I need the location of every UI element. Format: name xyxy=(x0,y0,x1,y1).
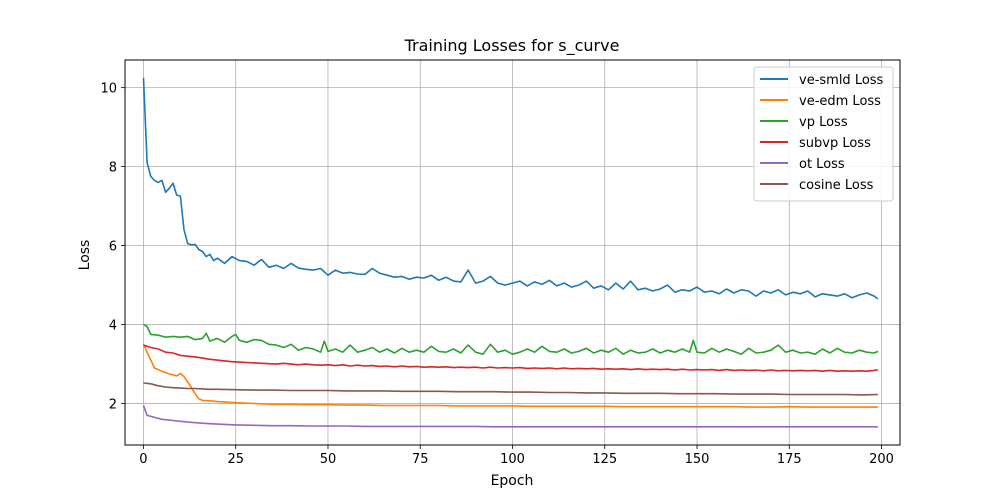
legend: ve-smld Loss ve-edm Loss vp Loss subvp Loss… xyxy=(753,66,894,202)
y-tick-label: 6 xyxy=(109,240,117,255)
legend-entry: vp Loss xyxy=(799,115,848,130)
x-tick-label: 125 xyxy=(592,452,617,467)
x-tick-label: 100 xyxy=(500,452,525,467)
x-tick-label: 0 xyxy=(139,452,147,467)
series-line-cosine-loss xyxy=(143,382,878,396)
x-axis-label: Epoch xyxy=(491,473,534,489)
x-tick-label: 50 xyxy=(320,452,337,467)
series-line-subvp-loss xyxy=(143,344,879,373)
x-tick-label: 25 xyxy=(227,452,244,467)
legend-entry: cosine Loss xyxy=(799,178,874,193)
x-tick-label: 75 xyxy=(412,452,429,467)
y-tick-label: 4 xyxy=(109,319,117,334)
y-tick-label: 10 xyxy=(100,82,117,97)
series-line-ve-edm-loss xyxy=(142,343,878,408)
axis-ticks: 0 25 50 75 100 125 150 175 200 2 4 6 8 10 xyxy=(100,82,894,467)
y-tick-label: 2 xyxy=(109,398,117,413)
y-tick-label: 8 xyxy=(109,161,117,176)
x-tick-label: 175 xyxy=(777,452,802,467)
legend-entry: ve-smld Loss xyxy=(799,73,884,88)
series-lines xyxy=(142,77,879,428)
legend-box xyxy=(753,66,894,202)
legend-entry: subvp Loss xyxy=(799,136,871,151)
x-tick-label: 150 xyxy=(685,452,710,467)
y-axis-label: Loss xyxy=(77,240,93,271)
series-line-ve-smld-loss xyxy=(142,77,879,300)
series-line-vp-loss xyxy=(143,323,879,356)
legend-entry: ot Loss xyxy=(799,157,845,172)
series-line-ot-loss xyxy=(142,405,878,428)
legend-entry: ve-edm Loss xyxy=(799,94,881,109)
chart-title: Training Losses for s_curve xyxy=(404,36,620,56)
x-tick-label: 200 xyxy=(869,452,894,467)
